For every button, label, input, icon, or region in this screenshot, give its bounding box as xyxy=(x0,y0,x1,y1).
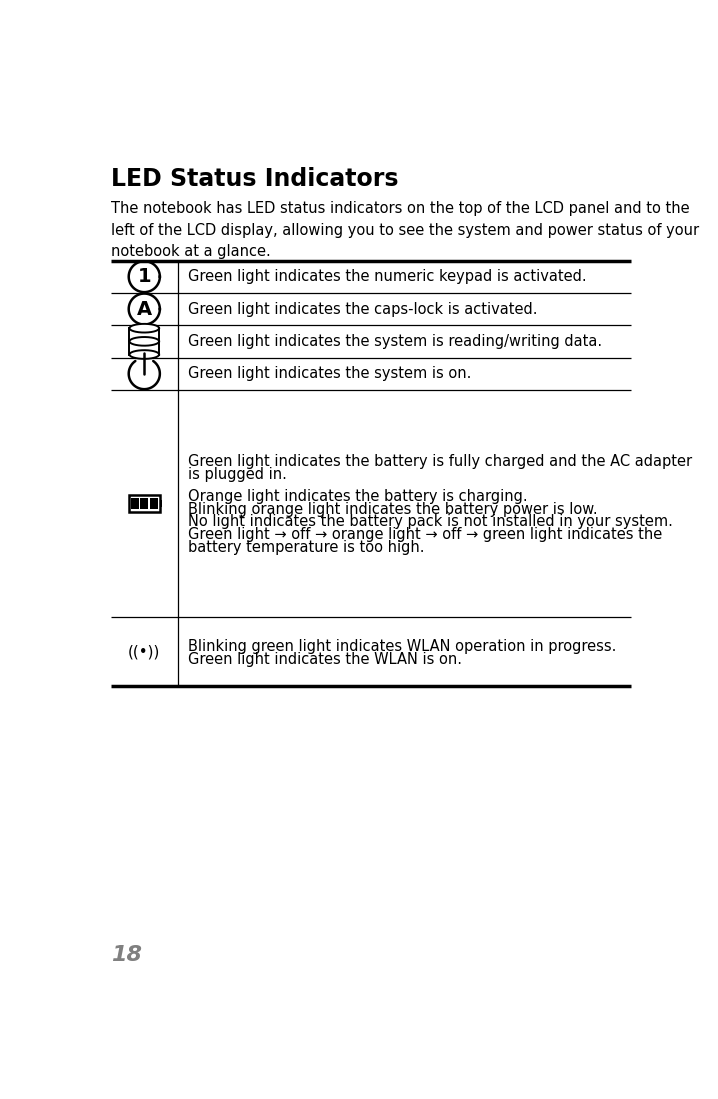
Bar xyxy=(129,329,159,342)
Text: Green light → off → orange light → off → green light indicates the: Green light → off → orange light → off →… xyxy=(187,528,662,542)
Bar xyxy=(129,496,160,511)
Bar xyxy=(150,498,158,509)
Text: 1: 1 xyxy=(137,267,151,286)
Text: Green light indicates the numeric keypad is activated.: Green light indicates the numeric keypad… xyxy=(187,269,587,285)
Text: battery temperature is too high.: battery temperature is too high. xyxy=(187,540,424,555)
Text: A: A xyxy=(136,300,151,319)
Text: The notebook has LED status indicators on the top of the LCD panel and to the
le: The notebook has LED status indicators o… xyxy=(111,201,699,259)
Bar xyxy=(160,500,162,507)
Text: Orange light indicates the battery is charging.: Orange light indicates the battery is ch… xyxy=(187,489,527,504)
Text: ((•)): ((•)) xyxy=(128,644,160,659)
Text: Blinking green light indicates WLAN operation in progress.: Blinking green light indicates WLAN oper… xyxy=(187,639,616,654)
Text: Green light indicates the system is reading/writing data.: Green light indicates the system is read… xyxy=(187,334,602,348)
Text: Green light indicates the system is on.: Green light indicates the system is on. xyxy=(187,366,471,381)
Bar xyxy=(131,498,139,509)
Text: 18: 18 xyxy=(111,945,142,965)
Text: Green light indicates the battery is fully charged and the AC adapter: Green light indicates the battery is ful… xyxy=(187,454,692,469)
Text: Green light indicates the WLAN is on.: Green light indicates the WLAN is on. xyxy=(187,652,462,667)
Bar xyxy=(140,498,148,509)
Text: LED Status Indicators: LED Status Indicators xyxy=(111,167,398,191)
Polygon shape xyxy=(129,337,159,346)
Polygon shape xyxy=(129,351,159,359)
Text: is plugged in.: is plugged in. xyxy=(187,467,286,482)
Text: Blinking orange light indicates the battery power is low.: Blinking orange light indicates the batt… xyxy=(187,502,597,517)
Text: No light indicates the battery pack is not installed in your system.: No light indicates the battery pack is n… xyxy=(187,514,673,530)
Polygon shape xyxy=(129,324,159,333)
Bar xyxy=(129,342,159,355)
Text: Green light indicates the caps-lock is activated.: Green light indicates the caps-lock is a… xyxy=(187,301,537,317)
